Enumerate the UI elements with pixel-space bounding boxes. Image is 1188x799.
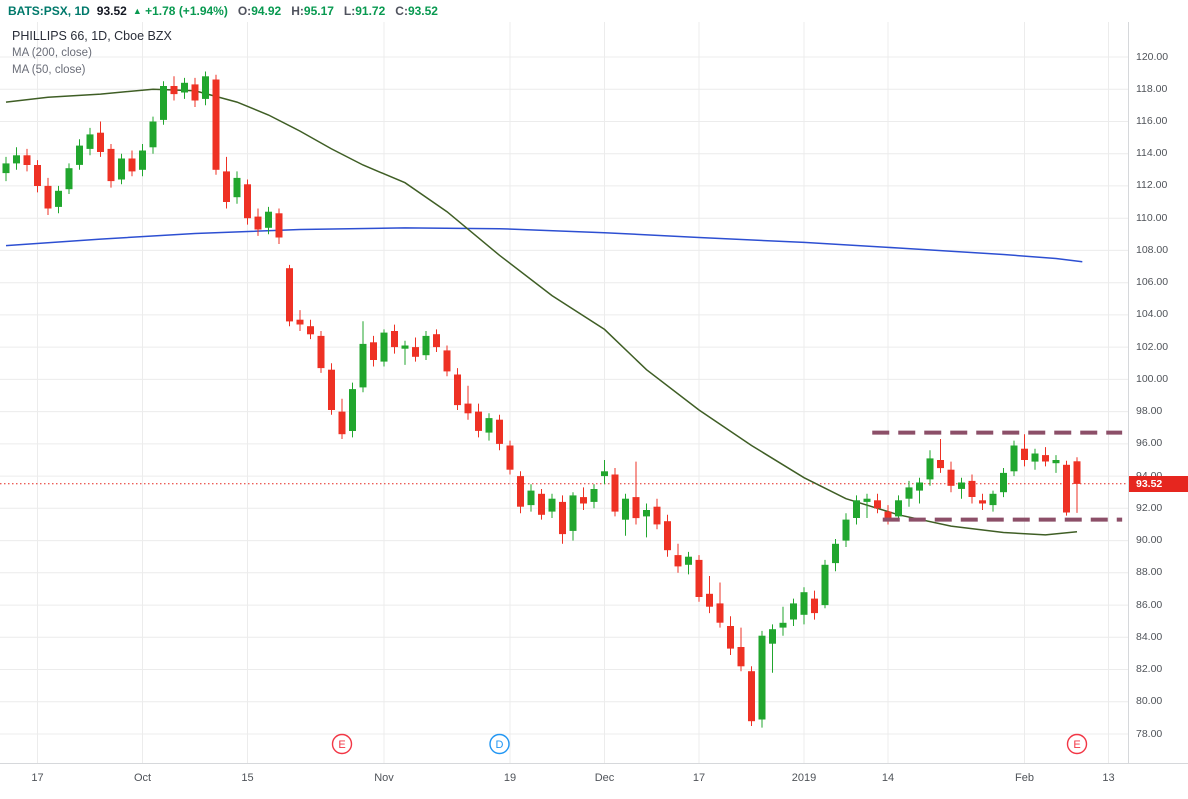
price-axis-label: 78.00 [1136, 727, 1163, 740]
svg-text:D: D [496, 739, 504, 751]
earnings-marker[interactable] [331, 733, 353, 755]
time-axis-label: 14 [881, 772, 895, 784]
price-axis[interactable]: 120.00 118.00 116.00 114.00 112.00 110.00 108.… [1128, 22, 1188, 763]
price-axis-label: 82.00 [1136, 663, 1163, 675]
chart-legend: PHILLIPS 66, 1D, Cboe BZX MA (200, close… [12, 28, 172, 79]
time-axis-label: 17 [31, 772, 44, 784]
ma-200-line[interactable] [5, 227, 1083, 263]
time-axis-label: Dec [594, 772, 615, 784]
change-value: +1.78 [145, 4, 176, 18]
price-axis-label: 106.00 [1136, 276, 1169, 289]
legend-ma200-row[interactable]: MA (200, close) [12, 47, 92, 59]
close-label: C: [395, 4, 408, 18]
price-axis-label: 108.00 [1136, 243, 1169, 256]
time-axis-label: Oct [133, 772, 152, 784]
price-axis-label: 102.00 [1136, 340, 1169, 353]
low-readout: L:91.72 [344, 4, 385, 18]
symbol-title[interactable]: BATS:PSX, 1D [8, 4, 90, 18]
price-axis-label: 96.00 [1136, 437, 1163, 450]
close-value: 93.52 [407, 4, 438, 18]
high-label: H: [291, 4, 304, 18]
high-readout: H:95.17 [291, 4, 334, 18]
low-label: L: [343, 4, 356, 18]
high-value: 95.17 [303, 4, 334, 18]
time-axis[interactable]: 17 Oct 15 Nov 19 Dec 17 2019 14 Feb 13 [0, 763, 1188, 799]
price-axis-label: 86.00 [1136, 598, 1163, 611]
time-axis-label: 15 [241, 772, 254, 784]
price-axis-label: 84.00 [1136, 630, 1163, 643]
svg-text:E: E [1073, 739, 1080, 751]
price-axis-label: 112.00 [1136, 179, 1168, 192]
time-axis-label: Nov [374, 772, 394, 784]
up-arrow-icon: ▲ [132, 6, 142, 16]
time-axis-label: 2019 [791, 772, 817, 784]
dividend-marker[interactable] [489, 733, 510, 755]
low-value: 91.72 [355, 4, 386, 18]
open-label: O: [237, 4, 252, 18]
ma-50-line[interactable] [5, 88, 1078, 536]
open-value: 94.92 [251, 4, 282, 18]
open-readout: O:94.92 [238, 4, 281, 18]
last-price-tag: 93.52 [1129, 475, 1188, 492]
price-axis-label: 92.00 [1136, 501, 1163, 514]
price-axis-label: 116.00 [1136, 115, 1168, 127]
last-price-value: 93.52 [96, 4, 127, 18]
legend-ma50-row[interactable]: MA (50, close) [12, 64, 86, 76]
price-axis-label: 104.00 [1136, 308, 1169, 321]
price-axis-label: 120.00 [1136, 50, 1169, 63]
time-axis-label: 17 [692, 772, 706, 784]
price-axis-label: 110.00 [1136, 211, 1168, 224]
price-axis-label: 80.00 [1136, 695, 1163, 708]
support-resistance-levels[interactable] [872, 430, 1123, 522]
time-axis-label: 19 [503, 772, 517, 784]
price-axis-label: 98.00 [1136, 405, 1163, 418]
price-axis-label: 88.00 [1136, 566, 1163, 579]
change-percent: (+1.94%) [178, 4, 228, 18]
time-axis-label: 13 [1102, 772, 1115, 784]
svg-text:E: E [338, 739, 345, 751]
earnings-marker[interactable] [1066, 733, 1088, 755]
close-readout: C:93.52 [395, 4, 438, 18]
chart-area: E D E PHILLIPS 66, 1D, Cboe BZX MA (200, c… [0, 22, 1188, 799]
price-axis-label: 100.00 [1136, 372, 1169, 385]
candles [2, 71, 1081, 728]
legend-symbol-title[interactable]: PHILLIPS 66, 1D, Cboe BZX [12, 29, 172, 43]
grid-lines [0, 22, 1128, 763]
symbol-info-bar: BATS:PSX, 1D 93.52 ▲ +1.78 (+1.94%) O:94… [0, 0, 1188, 22]
time-axis-label: Feb [1015, 772, 1034, 784]
price-axis-label: 114.00 [1136, 147, 1168, 160]
price-axis-label: 118.00 [1136, 82, 1168, 95]
price-axis-label: 90.00 [1136, 534, 1163, 547]
price-change: ▲ +1.78 (+1.94%) [133, 4, 228, 18]
